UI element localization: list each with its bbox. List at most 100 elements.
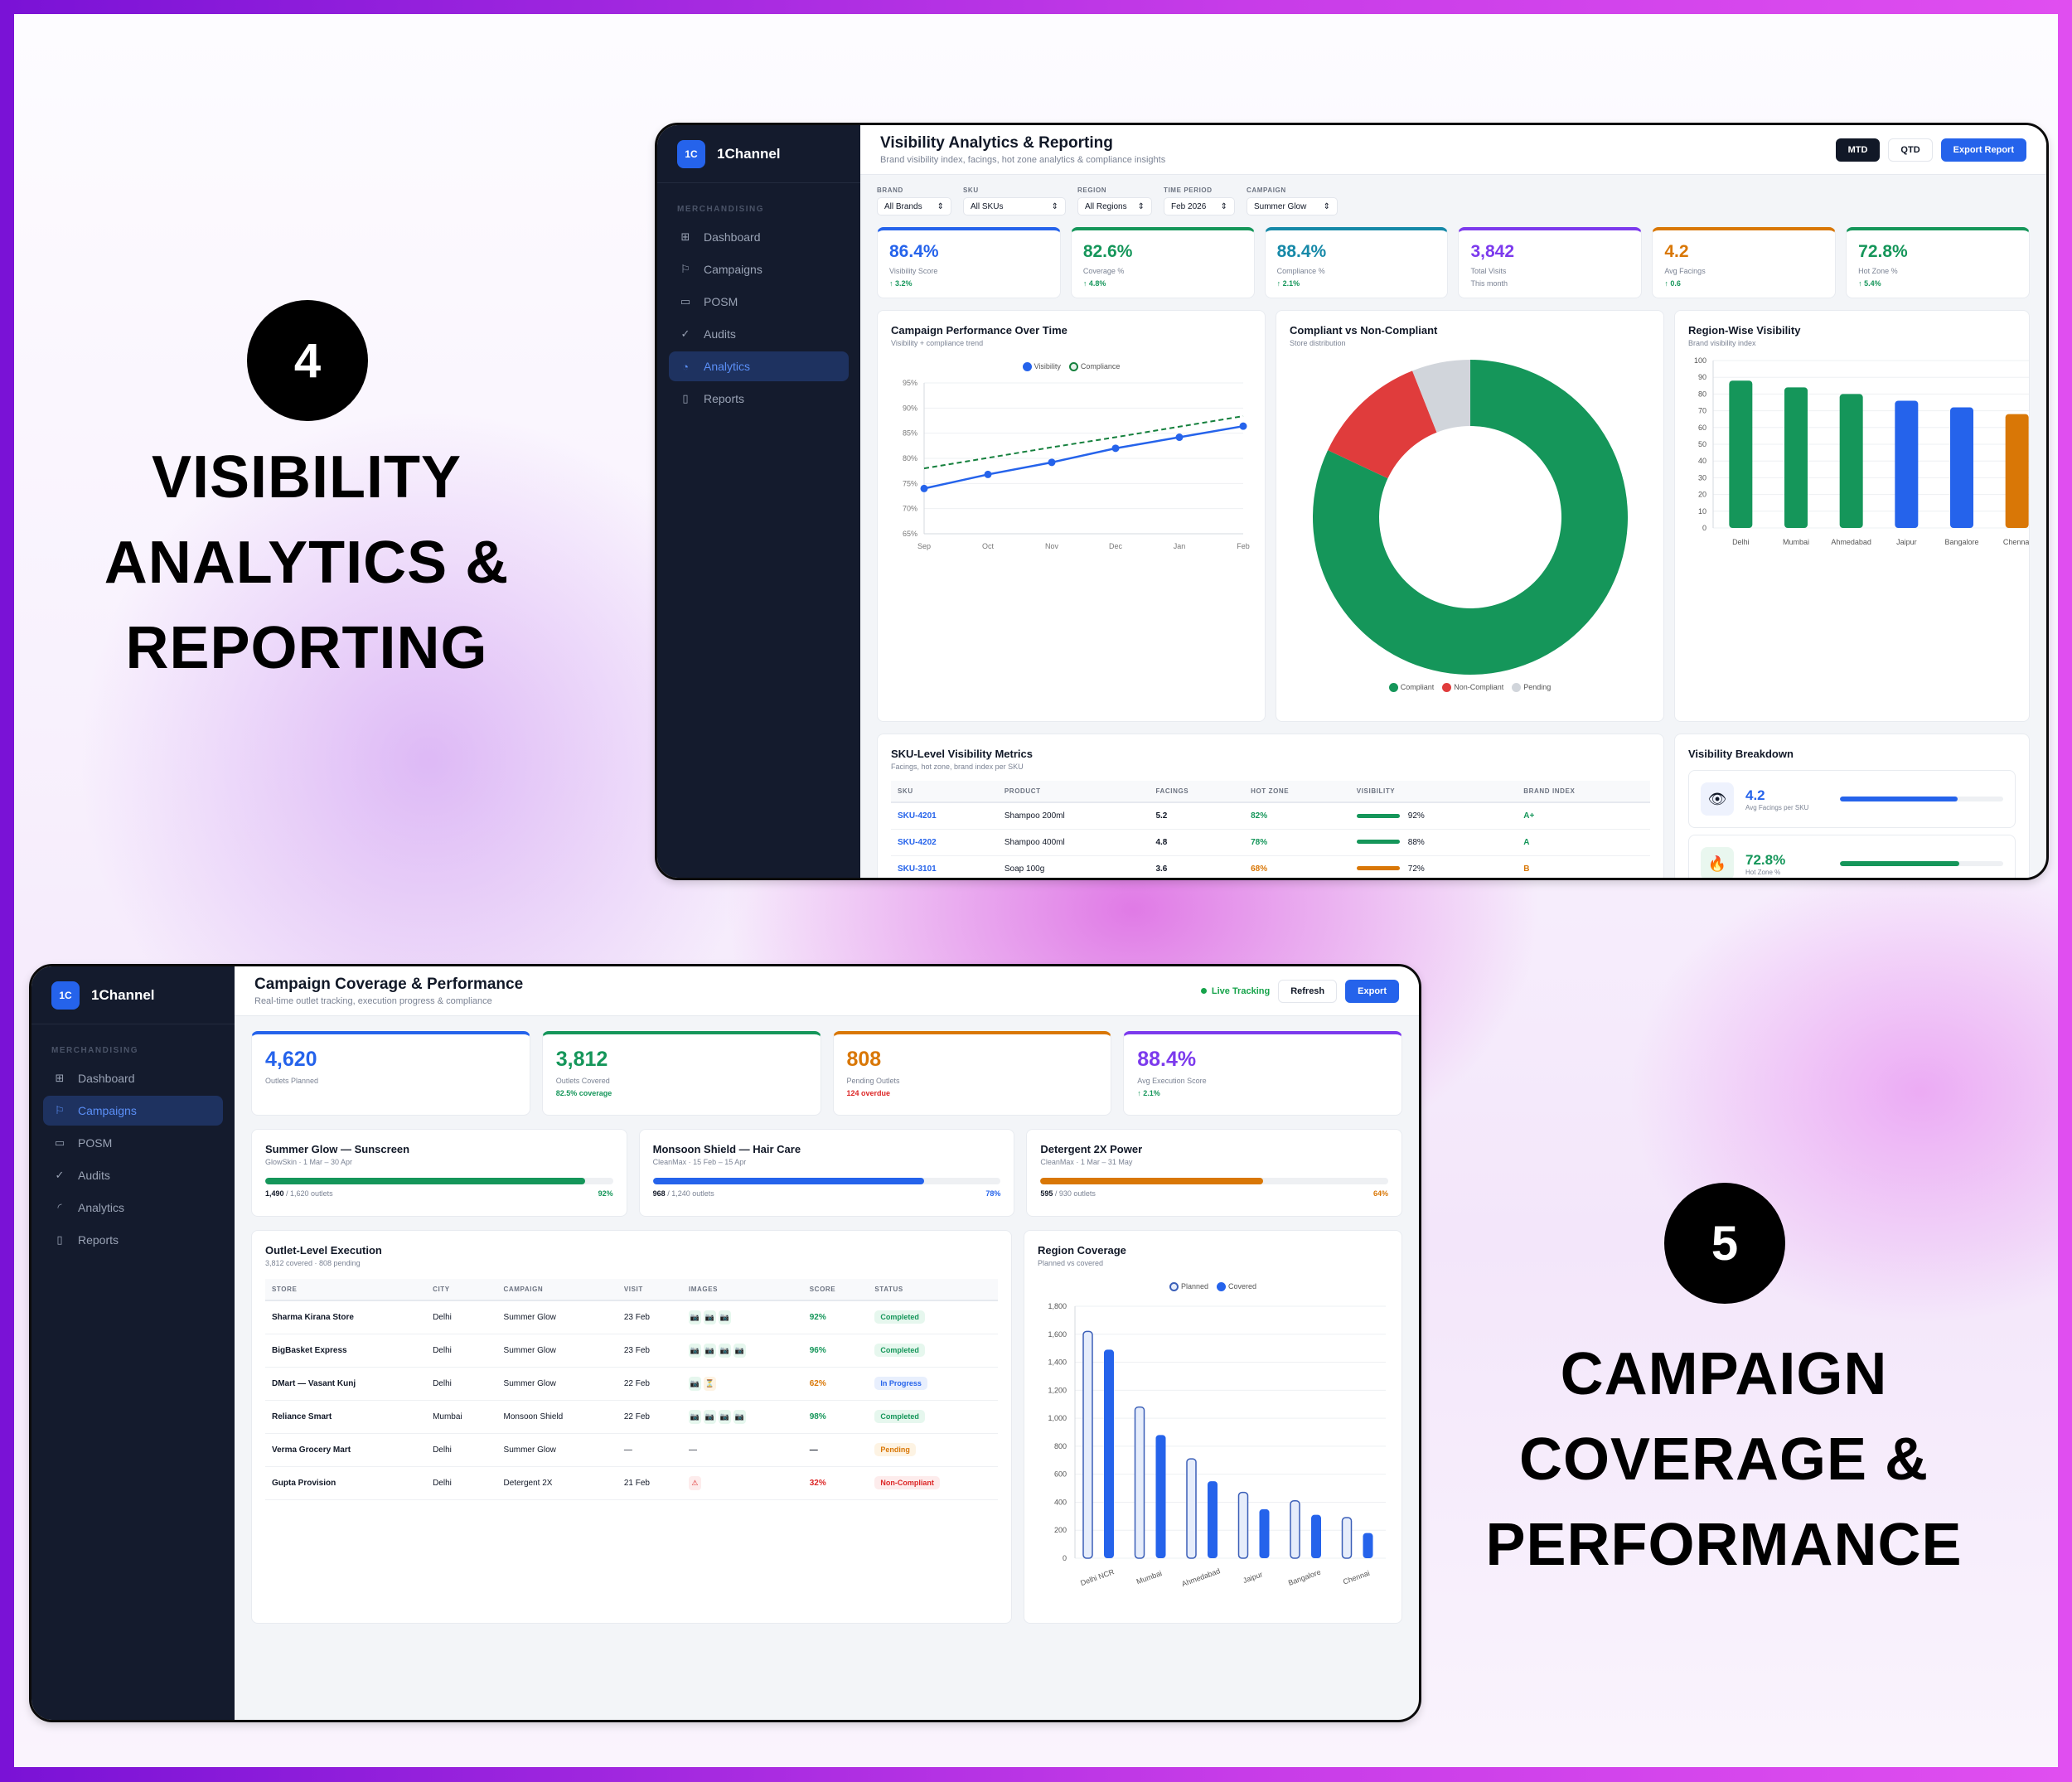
progress-bar <box>1040 1178 1388 1184</box>
table-row[interactable]: Reliance Smart Mumbai Monsoon Shield 22 Feb… <box>265 1400 998 1434</box>
sidebar-item-analytics[interactable]: ◜ Analytics <box>43 1193 223 1223</box>
breakdown-value: 72.8% <box>1745 851 1786 868</box>
table-row[interactable]: DMart — Vasant Kunj Delhi Summer Glow 22 Fe… <box>265 1367 998 1401</box>
product-cell: Shampoo 200ml <box>997 802 1150 830</box>
region-select[interactable]: All Regions ⇕ <box>1077 197 1152 215</box>
photo-thumbnail-icon[interactable]: 📷 <box>688 1409 701 1424</box>
svg-text:Mumbai: Mumbai <box>1135 1569 1164 1586</box>
column-header[interactable]: CAMPAIGN <box>496 1279 617 1301</box>
photo-thumbnail-icon[interactable]: 📷 <box>718 1343 731 1358</box>
table-row[interactable]: SKU-4201 Shampoo 200ml 5.2 82% 92% A+ <box>891 802 1650 830</box>
fire-icon: 🔥 <box>1701 847 1734 878</box>
table-row[interactable]: SKU-4202 Shampoo 400ml 4.8 78% 88% A <box>891 829 1650 856</box>
campaign-select[interactable]: Summer Glow ⇕ <box>1247 197 1338 215</box>
kpi-value: 3,812 <box>555 1048 608 1071</box>
sidebar-item-audits[interactable]: ✓ Audits <box>43 1160 223 1190</box>
column-header[interactable]: VISIT <box>617 1279 682 1301</box>
photo-thumbnail-icon[interactable]: 📷 <box>733 1343 746 1358</box>
photo-thumbnail-icon[interactable]: 📷 <box>703 1310 716 1324</box>
svg-text:50: 50 <box>1698 440 1706 448</box>
kpi-card: 88.4% Avg Execution Score ↑ 2.1% <box>1123 1031 1402 1116</box>
sku-link[interactable]: SKU-4202 <box>891 829 998 856</box>
time-period-select[interactable]: Feb 2026 ⇕ <box>1164 197 1235 215</box>
visibility-cell: 72% <box>1349 855 1518 878</box>
legend-pending[interactable]: Pending <box>1512 683 1551 693</box>
photo-thumbnail-icon[interactable]: 📷 <box>688 1343 701 1358</box>
sidebar-item-posm[interactable]: ▭ POSM <box>669 287 849 317</box>
photo-thumbnail-icon[interactable]: 📷 <box>733 1409 746 1424</box>
photo-thumbnail-icon[interactable]: 📷 <box>703 1343 716 1358</box>
photo-thumbnail-icon[interactable]: 📷 <box>718 1409 731 1424</box>
column-header[interactable]: CITY <box>426 1279 497 1301</box>
photo-thumbnail-icon[interactable]: 📷 <box>718 1310 731 1324</box>
legend-covered[interactable]: Covered <box>1217 1282 1257 1292</box>
qtd-button[interactable]: QTD <box>1888 138 1933 162</box>
kpi-value: 82.6% <box>1082 242 1133 261</box>
legend-label: Covered <box>1228 1282 1257 1290</box>
sidebar-item-posm[interactable]: ▭ POSM <box>43 1128 223 1158</box>
section-title-line: COVERAGE & <box>1518 1426 1929 1493</box>
region-coverage-card: Region Coverage Planned vs covered Plann… <box>1024 1230 1402 1624</box>
column-header[interactable]: SKU <box>891 781 998 803</box>
page-title: Visibility Analytics & Reporting <box>880 134 1113 152</box>
campaign-name: Summer Glow — Sunscreen <box>265 1143 410 1155</box>
legend-compliant[interactable]: Compliant <box>1388 683 1434 693</box>
photo-thumbnail-icon[interactable]: 📷 <box>688 1376 701 1391</box>
live-dot-icon <box>1200 988 1207 994</box>
warning-icon[interactable]: ⚠ <box>688 1475 701 1490</box>
refresh-button[interactable]: Refresh <box>1278 979 1338 1003</box>
campaign-progress-card[interactable]: Detergent 2X Power CleanMax · 1 Mar – 31 … <box>1026 1129 1402 1217</box>
sidebar-item-campaigns[interactable]: ⚐ Campaigns <box>43 1096 223 1126</box>
svg-text:30: 30 <box>1698 473 1706 482</box>
column-header[interactable]: SCORE <box>802 1279 869 1301</box>
legend-visibility[interactable]: Visibility <box>1022 362 1061 372</box>
visit-cell: 22 Feb <box>617 1367 682 1401</box>
table-row[interactable]: Sharma Kirana Store Delhi Summer Glow 23 Fe… <box>265 1300 998 1334</box>
sidebar-item-label: Reports <box>704 392 745 405</box>
sidebar-item-reports[interactable]: ▯ Reports <box>669 384 849 414</box>
legend-compliance[interactable]: Compliance <box>1068 362 1120 372</box>
status-cell: Completed <box>868 1300 998 1334</box>
legend-planned[interactable]: Planned <box>1169 1282 1208 1292</box>
card-subtitle: Visibility + compliance trend <box>891 339 984 347</box>
table-row[interactable]: BigBasket Express Delhi Summer Glow 23 Feb 📷… <box>265 1334 998 1368</box>
column-header[interactable]: STORE <box>265 1279 427 1301</box>
legend-non-compliant[interactable]: Non-Compliant <box>1442 683 1503 693</box>
sidebar-item-campaigns[interactable]: ⚐ Campaigns <box>669 254 849 284</box>
campaign-progress-card[interactable]: Summer Glow — Sunscreen GlowSkin · 1 Mar … <box>251 1129 627 1217</box>
photo-thumbnail-icon[interactable]: 📷 <box>703 1409 716 1424</box>
column-header[interactable]: HOT ZONE <box>1244 781 1350 803</box>
app-logo[interactable]: 1C <box>51 981 80 1010</box>
column-header[interactable]: BRAND INDEX <box>1517 781 1650 803</box>
kpi-delta: This month <box>1470 279 1508 288</box>
column-header[interactable]: STATUS <box>868 1279 998 1301</box>
region-bar-chart: 0 10 20 30 40 50 60 70 80 90 100 Delhi Mumbai Ahmedab… <box>1694 356 2029 546</box>
total-count: / 1,240 outlets <box>665 1189 714 1198</box>
hourglass-icon[interactable]: ⏳ <box>703 1376 716 1391</box>
column-header[interactable]: IMAGES <box>681 1279 803 1301</box>
export-button[interactable]: Export <box>1345 979 1399 1003</box>
table-row[interactable]: Verma Grocery Mart Delhi Summer Glow — — — Pen… <box>265 1433 998 1467</box>
column-header[interactable]: FACINGS <box>1149 781 1245 803</box>
brand-select[interactable]: All Brands ⇕ <box>877 197 951 215</box>
sidebar-item-reports[interactable]: ▯ Reports <box>43 1225 223 1255</box>
sku-select[interactable]: All SKUs ⇕ <box>963 197 1066 215</box>
column-header[interactable]: VISIBILITY <box>1349 781 1518 803</box>
campaign-progress-card[interactable]: Monsoon Shield — Hair Care CleanMax · 15 … <box>638 1129 1015 1217</box>
mtd-button[interactable]: MTD <box>1835 138 1881 162</box>
sidebar-item-dashboard[interactable]: ⊞ Dashboard <box>669 222 849 252</box>
store-cell: BigBasket Express <box>265 1334 427 1368</box>
app-logo[interactable]: 1C <box>677 139 705 168</box>
svg-text:Delhi: Delhi <box>1732 538 1750 546</box>
kpi-card: 4,620 Outlets Planned <box>251 1031 530 1116</box>
sku-link[interactable]: SKU-3101 <box>891 855 998 878</box>
column-header[interactable]: PRODUCT <box>997 781 1150 803</box>
sidebar-item-analytics[interactable]: ◔ Analytics <box>669 351 849 381</box>
table-row[interactable]: Gupta Provision Delhi Detergent 2X 21 Feb ⚠ 3… <box>265 1466 998 1500</box>
export-report-button[interactable]: Export Report <box>1940 138 2026 162</box>
sidebar-item-dashboard[interactable]: ⊞ Dashboard <box>43 1063 223 1093</box>
photo-thumbnail-icon[interactable]: 📷 <box>688 1310 701 1324</box>
table-row[interactable]: SKU-3101 Soap 100g 3.6 68% 72% B <box>891 855 1650 878</box>
sidebar-item-audits[interactable]: ✓ Audits <box>669 319 849 349</box>
sku-link[interactable]: SKU-4201 <box>891 802 998 830</box>
